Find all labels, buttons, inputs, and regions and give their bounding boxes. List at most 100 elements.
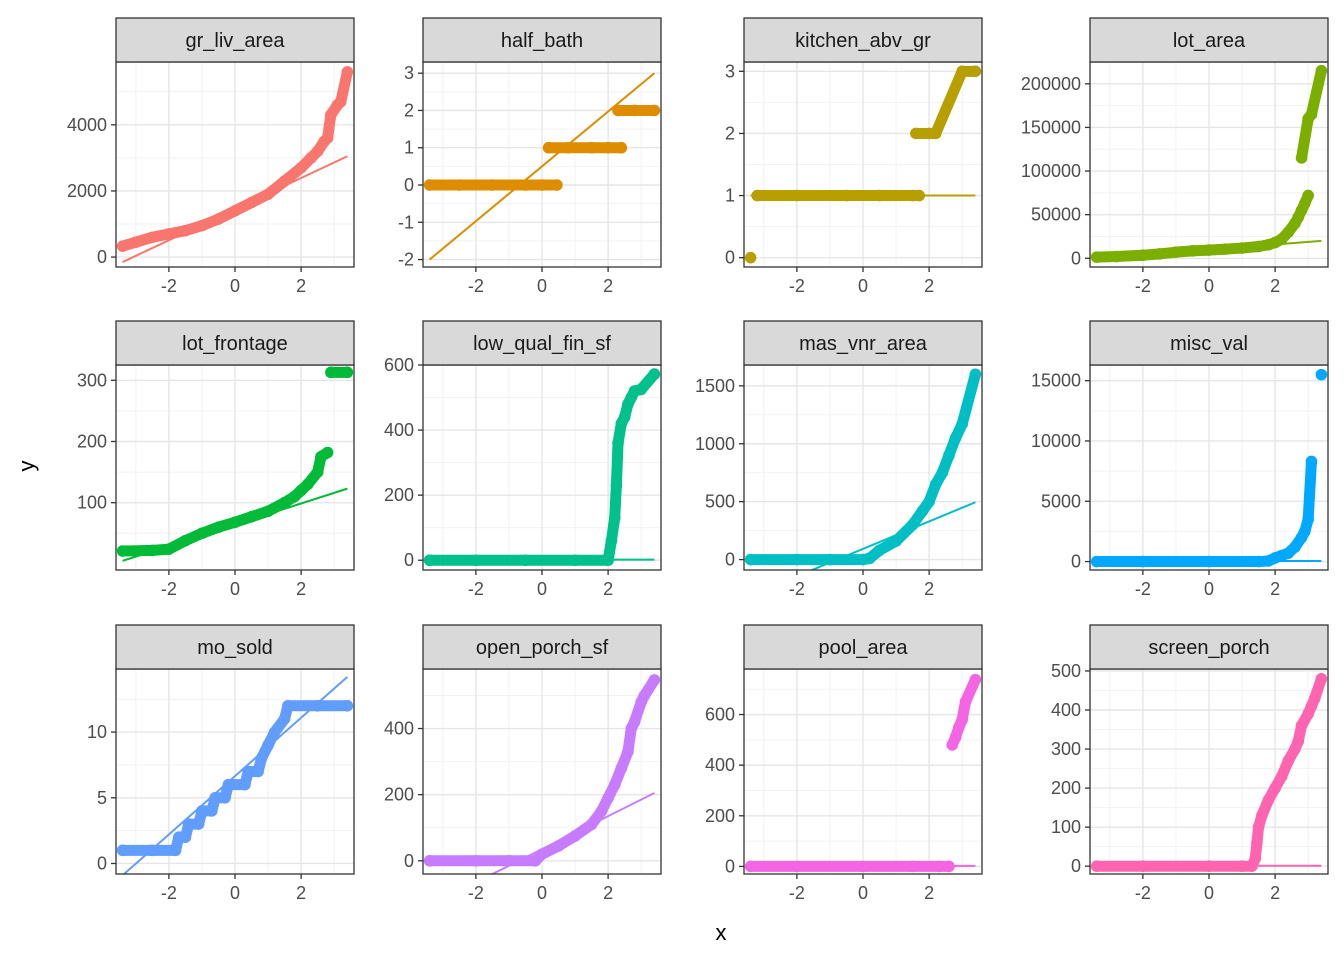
qq-point	[933, 860, 945, 873]
qq-point	[116, 844, 129, 857]
qq-point	[648, 368, 661, 380]
qq-point	[1252, 555, 1265, 568]
x-tick-label: -2	[161, 276, 177, 296]
qq-point	[423, 554, 436, 567]
qq-point	[311, 466, 324, 478]
qq-point	[1153, 248, 1166, 260]
qq-point	[229, 516, 241, 529]
qq-point	[638, 689, 651, 702]
y-tick-label: 2000	[67, 181, 107, 201]
facet-panel-half_bath: half_bath -2 0 2 -2 -1 0 1 2 3	[398, 17, 662, 296]
qq-point	[605, 534, 618, 547]
qq-point	[585, 141, 598, 154]
qq-point	[615, 762, 628, 774]
qq-point	[1186, 245, 1199, 257]
qq-point	[1295, 719, 1308, 732]
y-tick-label: 200	[384, 785, 414, 805]
qq-point	[282, 699, 294, 712]
x-tick-label: -2	[1135, 579, 1151, 599]
qq-point	[956, 713, 968, 726]
strip-label: mas_vnr_area	[799, 333, 928, 355]
x-tick-label: 2	[1270, 276, 1280, 296]
strip-label: kitchen_abv_gr	[795, 30, 931, 52]
facet-panel-kitchen_abv_gr: kitchen_abv_gr -2 0 2 0 1 2 3	[725, 17, 983, 296]
strip-label: low_qual_fin_sf	[473, 333, 611, 355]
y-tick-label: 10	[87, 722, 107, 742]
x-tick-label: -2	[468, 276, 484, 296]
y-tick-label: 2	[725, 123, 735, 143]
x-tick-label: 2	[603, 276, 613, 296]
panel-data	[744, 65, 982, 264]
qq-reference-line	[809, 501, 976, 570]
qq-point	[255, 752, 268, 765]
facet-panel-lot_frontage: lot_frontage -2 0 2 100 200 300	[77, 320, 355, 599]
y-tick-label: 200	[705, 806, 735, 826]
facet-panel-mo_sold: mo_sold -2 0 2 0 5 10	[87, 624, 355, 903]
qq-point	[943, 860, 955, 873]
qq-point	[519, 179, 532, 191]
qq-point	[906, 860, 919, 873]
qq-point	[470, 554, 482, 567]
x-tick-label: 0	[1204, 579, 1214, 599]
strip-background	[1089, 624, 1329, 670]
qq-point	[179, 534, 192, 547]
qq-point	[542, 141, 555, 154]
facet-panel-screen_porch: screen_porch -2 0 2 0 100 200 300 400 500	[1051, 624, 1329, 903]
qq-point	[791, 189, 803, 202]
qq-point	[262, 188, 274, 201]
qq-point	[949, 432, 962, 444]
strip-background	[1089, 320, 1329, 366]
qq-point	[923, 495, 935, 508]
x-tick-label: -2	[468, 883, 484, 903]
y-tick-label: 50000	[1031, 205, 1081, 225]
qq-reference-line	[428, 72, 656, 261]
qq-point	[873, 544, 886, 557]
strip-background	[422, 320, 662, 366]
y-tick-label: 300	[77, 370, 107, 390]
y-tick-label: 3	[725, 61, 735, 81]
qq-point	[192, 818, 205, 830]
y-tick-label: 5	[97, 788, 107, 808]
qq-point	[791, 860, 803, 873]
x-tick-label: 2	[603, 883, 613, 903]
panel-data	[744, 368, 982, 570]
qq-point	[179, 831, 192, 844]
qq-point	[648, 104, 661, 117]
strip-label: open_porch_sf	[476, 637, 609, 659]
qq-point	[595, 805, 608, 817]
qq-point	[169, 844, 182, 857]
x-tick-label: 0	[537, 883, 547, 903]
qq-point	[602, 792, 614, 804]
qq-point	[744, 251, 757, 264]
y-tick-label: 500	[705, 492, 735, 512]
qq-point	[1137, 249, 1149, 262]
y-tick-label: 0	[725, 550, 735, 570]
qq-point	[873, 189, 886, 202]
qq-point	[1305, 108, 1318, 121]
qq-point	[1269, 782, 1281, 794]
qq-point	[334, 95, 347, 108]
qq-point	[628, 716, 641, 728]
qq-point	[196, 219, 208, 232]
strip-label: misc_val	[1170, 333, 1248, 355]
qq-point	[1315, 64, 1328, 77]
qq-point	[949, 731, 962, 744]
qq-point	[341, 66, 354, 78]
panel-data	[116, 366, 354, 562]
y-tick-label: 1	[404, 138, 414, 158]
x-tick-label: 2	[603, 579, 613, 599]
qq-point	[179, 224, 192, 237]
x-tick-label: 0	[858, 579, 868, 599]
qq-point	[628, 104, 641, 117]
qq-point	[262, 505, 274, 518]
strip-label: half_bath	[501, 30, 583, 52]
qq-point	[278, 175, 291, 187]
qq-point	[1251, 836, 1263, 849]
x-tick-label: 2	[1270, 579, 1280, 599]
qq-point	[196, 805, 208, 817]
qq-point	[341, 366, 354, 379]
strip-background	[115, 17, 355, 63]
strip-label: gr_liv_area	[186, 30, 286, 52]
qq-point	[146, 844, 159, 857]
